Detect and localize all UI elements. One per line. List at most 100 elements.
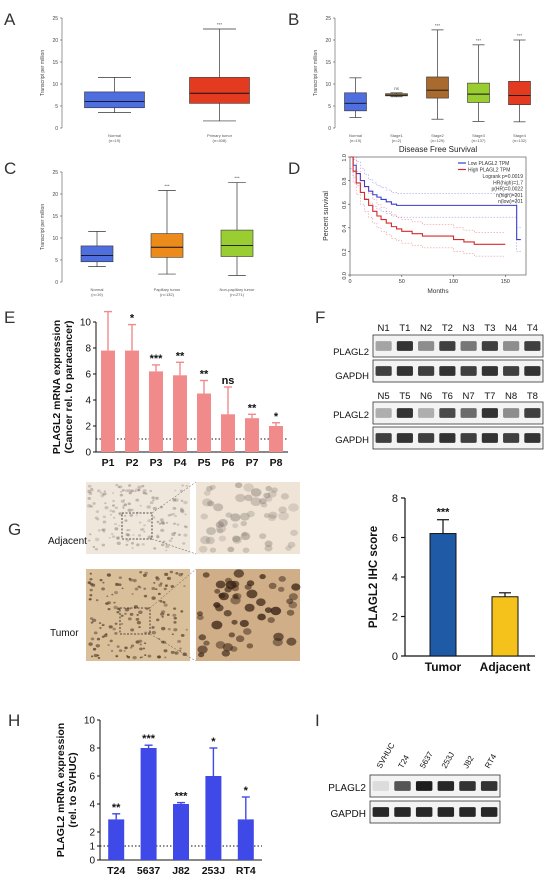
g-cell-nucleus <box>134 587 139 591</box>
g-cell-nucleus <box>165 549 168 552</box>
g-cell-nucleus <box>246 643 254 649</box>
g-cell-nucleus <box>172 613 177 617</box>
i-blot-strip <box>369 774 501 798</box>
f-row-label: PLAGL2 <box>333 410 369 421</box>
g-cell-nucleus <box>250 488 262 497</box>
g-cell-nucleus <box>170 537 173 540</box>
i-band <box>437 807 455 817</box>
g-cell-nucleus <box>170 585 175 588</box>
e-y-tick-label: 10 <box>80 318 92 329</box>
panel-f-western-blot: N1 T1 N2 T2 N3 T3 N4 T4 PLAGL2 GAPDH N5 T5 N6 T6 N7 T7 N… <box>333 323 544 450</box>
d-x-tick-label: 100 <box>449 279 458 285</box>
g-cell-nucleus <box>95 510 100 514</box>
g-cell-nucleus <box>272 638 283 647</box>
g-cell-nucleus <box>89 533 92 536</box>
g-cell-nucleus <box>169 513 173 516</box>
b-y-tick-label: 20 <box>325 38 331 44</box>
g-zoom-box <box>119 607 151 635</box>
d-y-tick-label: 0.0 <box>342 272 348 280</box>
g-cell-nucleus <box>166 613 170 616</box>
d-plot-frame <box>349 156 527 276</box>
g-cell-nucleus <box>139 647 143 651</box>
g-cell-nucleus <box>95 644 100 648</box>
f-band <box>439 408 456 418</box>
g-cell-nucleus <box>168 539 173 542</box>
g-cell-nucleus <box>159 582 163 585</box>
g-cell-nucleus <box>160 640 165 644</box>
g-cell-nucleus <box>152 506 157 511</box>
g-cell-nucleus <box>290 529 298 536</box>
g-cell-nucleus <box>205 536 215 545</box>
g-cell-nucleus <box>126 529 129 532</box>
b-y-tick-label: 10 <box>325 82 331 88</box>
g-zoom-connector <box>151 538 197 555</box>
f-band <box>481 341 498 351</box>
d-x-axis-label: Months <box>427 288 449 295</box>
g-cell-nucleus <box>102 528 106 532</box>
g-cell-nucleus <box>94 516 99 520</box>
g-cell-nucleus <box>172 512 176 516</box>
g-cell-nucleus <box>264 607 273 613</box>
g-zoom-box <box>121 512 153 540</box>
g-cell-nucleus <box>111 510 116 513</box>
g-cell-nucleus <box>125 655 129 657</box>
g-cell-nucleus <box>239 619 249 628</box>
f-band <box>396 341 413 351</box>
g-cell-nucleus <box>271 487 278 493</box>
g-cell-nucleus <box>122 507 125 509</box>
g-cell-nucleus <box>167 514 171 517</box>
g-cell-nucleus <box>128 577 132 580</box>
g-cell-nucleus <box>124 519 128 522</box>
panel-letter-f: F <box>315 308 326 327</box>
g-cell-nucleus <box>92 647 97 651</box>
g-cell-nucleus <box>89 572 92 575</box>
g-zoom-connector <box>151 481 197 514</box>
g-cell-nucleus <box>116 611 120 614</box>
g-cell-nucleus <box>105 602 108 605</box>
b-x-n: (n=137) <box>472 138 487 143</box>
g-cell-nucleus <box>215 521 224 528</box>
g-cell-nucleus <box>87 581 92 585</box>
g-cell-nucleus <box>286 637 297 646</box>
a-significance: *** <box>217 22 223 27</box>
g-cell-nucleus <box>230 596 241 605</box>
d-stat-text: n(high)=201 <box>496 193 523 199</box>
g-cell-nucleus <box>138 626 141 629</box>
g-cell-nucleus <box>114 622 118 625</box>
g-cell-nucleus <box>124 514 127 517</box>
g-cell-nucleus <box>89 578 93 581</box>
g-cell-nucleus <box>159 600 163 603</box>
g-cell-nucleus <box>162 601 166 604</box>
g-cell-nucleus <box>143 524 146 527</box>
f-blot-strip <box>372 334 544 358</box>
g-cell-nucleus <box>142 488 147 493</box>
d-title: Disease Free Survival <box>399 145 477 154</box>
f-band <box>439 433 456 443</box>
g-cell-nucleus <box>182 542 186 545</box>
g-cell-nucleus <box>107 607 111 611</box>
g-cell-nucleus <box>139 504 142 507</box>
g-bar <box>491 596 519 657</box>
g-cell-nucleus <box>127 617 132 621</box>
g-cell-nucleus <box>120 499 125 504</box>
f-lane-label: T4 <box>527 323 538 334</box>
g-cell-nucleus <box>125 543 129 546</box>
g-cell-nucleus <box>267 490 277 498</box>
g-cell-nucleus <box>110 649 114 652</box>
g-cell-nucleus <box>102 492 107 496</box>
g-cell-nucleus <box>135 514 138 517</box>
e-y-tick-label: 2 <box>85 422 91 433</box>
g-cell-nucleus <box>232 536 242 544</box>
g-cell-nucleus <box>174 515 177 518</box>
panel-h-bar-chart: 0 1 2 4 6 8 10 PLAGL2 mRNA expression (rel. to S… <box>55 716 262 877</box>
g-cell-nucleus <box>264 545 273 552</box>
g-cell-nucleus <box>173 607 177 610</box>
g-cell-nucleus <box>112 504 115 507</box>
d-y-tick-label: 1.0 <box>342 154 348 162</box>
e-y-axis-label: PLAGL2 mRNA expression <box>51 320 63 454</box>
b-x-label: Stage3 <box>472 133 485 138</box>
g-cell-nucleus <box>259 498 267 505</box>
g-cell-nucleus <box>99 578 103 582</box>
g-cell-nucleus <box>218 518 228 527</box>
